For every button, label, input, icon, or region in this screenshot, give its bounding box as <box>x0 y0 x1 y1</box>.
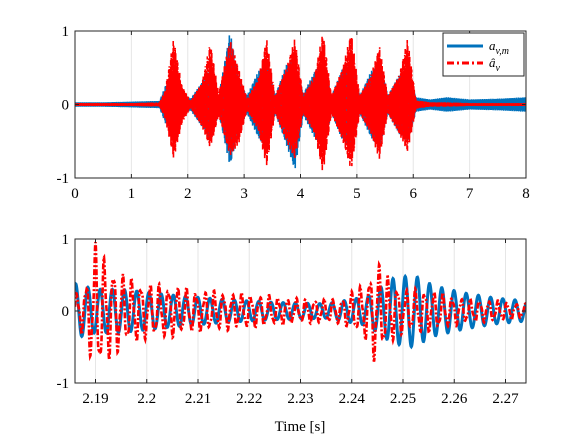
y-tick-label: -1 <box>57 171 70 187</box>
x-tick-label: 5 <box>353 186 361 202</box>
legend-label-series-1: av,m <box>489 38 509 57</box>
bottom-chart: 2.19 2.2 2.21 2.22 2.23 2.24 2.25 2.26 2.27 -1 0 1… <box>57 232 527 435</box>
y-tick-label: 0 <box>62 98 70 114</box>
bottom-y-tick-labels: -1 0 1 <box>57 232 70 392</box>
x-tick-label: 0 <box>71 186 79 202</box>
bottom-series-group <box>75 241 526 362</box>
x-tick-label: 6 <box>410 186 418 202</box>
x-tick-label: 2.21 <box>185 391 211 407</box>
x-tick-label: 8 <box>522 186 530 202</box>
legend: av,m âv <box>442 32 525 77</box>
x-axis-title: Time [s] <box>275 419 326 435</box>
x-tick-label: 2.2 <box>137 391 156 407</box>
bottom-ticks <box>75 238 526 384</box>
x-tick-label: 4 <box>297 186 305 202</box>
top-x-tick-labels: 0 1 2 3 4 5 6 7 8 <box>71 186 530 202</box>
legend-box <box>442 32 525 77</box>
y-tick-label: 0 <box>62 304 70 320</box>
top-axes-box <box>74 30 527 179</box>
legend-label-series-2: âv <box>489 55 501 74</box>
y-tick-label: 1 <box>62 24 70 40</box>
series-line-2 <box>75 241 526 362</box>
x-tick-label: 3 <box>240 186 248 202</box>
x-tick-label: 2.22 <box>236 391 262 407</box>
x-tick-label: 1 <box>128 186 136 202</box>
x-tick-label: 2 <box>184 186 192 202</box>
x-tick-label: 7 <box>466 186 474 202</box>
x-tick-label: 2.23 <box>287 391 313 407</box>
top-y-tick-labels: -1 0 1 <box>57 24 70 187</box>
x-tick-label: 2.27 <box>492 391 519 407</box>
x-tick-label: 2.19 <box>82 391 108 407</box>
bottom-axes-box <box>74 238 527 384</box>
series-line-2 <box>75 36 526 171</box>
bottom-x-tick-labels: 2.19 2.2 2.21 2.22 2.23 2.24 2.25 2.26 2.27 <box>82 391 519 407</box>
x-tick-label: 2.24 <box>339 391 366 407</box>
y-tick-label: 1 <box>62 232 70 248</box>
y-tick-label: -1 <box>57 376 70 392</box>
x-tick-label: 2.25 <box>390 391 416 407</box>
top-series-group <box>75 35 526 171</box>
x-tick-label: 2.26 <box>441 391 468 407</box>
